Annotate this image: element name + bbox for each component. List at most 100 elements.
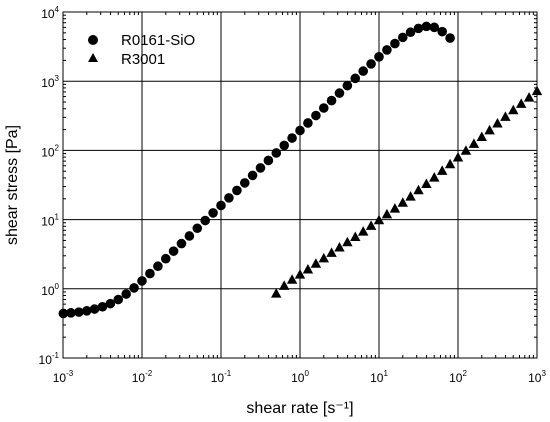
data-point-circle (326, 95, 337, 106)
data-point-circle (192, 223, 203, 234)
y-tick-label: 100 (41, 282, 59, 298)
data-point-triangle (492, 117, 503, 128)
data-point-circle (374, 52, 384, 62)
data-point-triangle (318, 252, 329, 263)
data-point-circle (121, 289, 132, 299)
data-point-circle (113, 294, 124, 305)
y-tick-labels: 10-1 100 101 102 103 104 (39, 5, 60, 367)
y-axis-label: shear stress [Pa] (4, 125, 21, 245)
data-point-circle (184, 231, 195, 241)
plot-frame (62, 11, 538, 359)
data-point-circle (366, 59, 376, 69)
data-point-triangle (302, 264, 314, 274)
x-tick-label: 102 (449, 369, 467, 385)
data-point-triangle (342, 236, 353, 247)
data-point-triangle (444, 158, 456, 169)
data-point-circle (255, 163, 266, 173)
data-point-triangle (421, 178, 432, 188)
data-point-circle (168, 246, 179, 256)
x-tick-label: 10-2 (132, 369, 153, 385)
data-point-circle (350, 73, 361, 84)
data-point-circle (358, 66, 369, 76)
data-point-triangle (500, 111, 511, 121)
data-point-circle (66, 307, 76, 318)
data-point-circle (208, 208, 218, 218)
data-point-triangle (373, 214, 385, 225)
y-tick-label: 10-1 (39, 351, 60, 367)
data-point-circle (397, 32, 408, 43)
legend-label-r3001: R3001 (121, 51, 165, 68)
data-point-triangle (452, 151, 464, 162)
data-point-triangle (468, 138, 480, 148)
data-point-circle (295, 125, 305, 136)
x-tick-label: 10-1 (211, 369, 232, 385)
data-point-triangle (365, 220, 377, 230)
data-point-triangle (460, 145, 472, 155)
data-point-circle (263, 155, 274, 166)
data-point-circle (445, 33, 455, 43)
data-point-circle (287, 133, 297, 143)
data-point-circle (232, 185, 242, 196)
data-point-triangle (508, 104, 519, 115)
data-point-circle (160, 253, 171, 264)
data-point-circle (382, 45, 392, 55)
data-point-circle (342, 80, 353, 91)
data-point-circle (390, 38, 400, 49)
data-point-triangle (381, 208, 393, 219)
data-point-triangle (279, 280, 290, 290)
data-point-triangle (310, 258, 322, 268)
data-point-circle (176, 238, 187, 249)
y-tick-label: 101 (41, 213, 59, 229)
data-point-circle (334, 88, 345, 98)
data-point-circle (311, 110, 321, 121)
data-point-triangle (405, 191, 416, 201)
data-point-circle (153, 261, 163, 272)
data-point-circle (224, 193, 234, 203)
legend-triangle-marker (88, 53, 98, 62)
data-point-triangle (350, 231, 361, 242)
x-axis-label: shear rate [s⁻¹] (246, 400, 353, 417)
x-tick-label: 101 (370, 369, 388, 385)
data-point-circle (279, 140, 290, 151)
data-point-circle (200, 215, 211, 226)
data-point-circle (303, 118, 313, 128)
x-tick-label: 10-3 (53, 369, 74, 385)
legend: R0161-SiO R3001 (88, 32, 195, 68)
data-point-triangle (437, 165, 448, 175)
data-point-circle (247, 170, 258, 181)
x-tick-label: 103 (528, 369, 546, 385)
data-point-circle (89, 304, 100, 314)
series-layer (58, 21, 543, 319)
legend-label-r0161-sio: R0161-SiO (121, 32, 195, 49)
y-tick-label: 102 (41, 143, 59, 159)
data-point-circle (74, 307, 84, 317)
data-point-triangle (358, 226, 369, 236)
data-point-triangle (523, 92, 535, 102)
data-point-triangle (271, 288, 282, 298)
grid (63, 12, 537, 358)
y-tick-label: 104 (41, 5, 59, 21)
data-point-triangle (516, 98, 527, 108)
data-point-circle (437, 26, 448, 37)
data-point-triangle (397, 197, 408, 207)
data-point-circle (271, 148, 282, 158)
data-point-triangle (389, 203, 401, 213)
data-point-circle (216, 200, 226, 211)
data-point-circle (97, 301, 108, 312)
data-point-circle (145, 268, 155, 279)
x-tick-label: 100 (291, 369, 309, 385)
data-point-triangle (484, 124, 495, 135)
data-point-triangle (476, 131, 487, 142)
data-point-circle (81, 306, 92, 316)
data-point-circle (405, 27, 416, 38)
data-point-triangle (294, 269, 306, 279)
data-point-circle (129, 283, 139, 293)
data-point-circle (318, 103, 329, 113)
data-point-triangle (334, 242, 345, 252)
data-point-triangle (429, 172, 440, 182)
data-point-circle (137, 276, 147, 286)
data-point-circle (429, 22, 440, 33)
y-tick-label: 103 (41, 74, 59, 90)
data-point-triangle (326, 247, 337, 257)
